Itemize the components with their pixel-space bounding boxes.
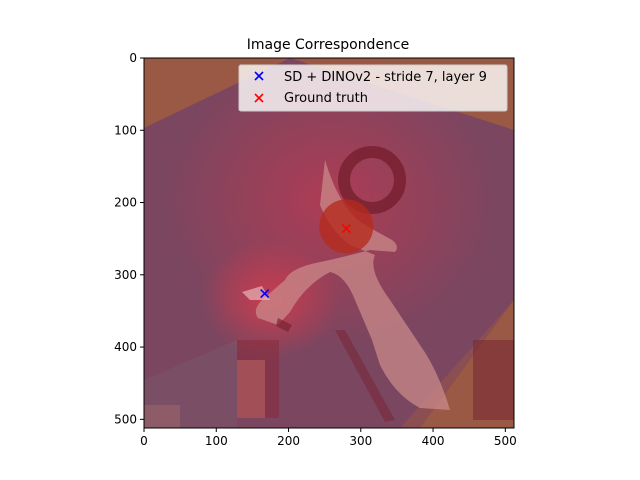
prediction-point (260, 289, 270, 299)
x-tick-label: 0 (140, 434, 148, 448)
y-tick-label: 400 (114, 340, 137, 354)
y-axis: 0 100 200 300 400 500 (114, 51, 144, 426)
plot-frame (143, 57, 515, 429)
x-tick-label: 500 (494, 434, 517, 448)
legend-label-ground-truth: Ground truth (284, 91, 368, 106)
data-points (260, 223, 351, 299)
x-tick-label: 200 (277, 434, 300, 448)
legend-marker-ground-truth (254, 93, 264, 103)
legend-label-prediction: SD + DINOv2 - stride 7, layer 9 (284, 70, 487, 85)
x-tick-label: 300 (349, 434, 372, 448)
y-tick-label: 200 (114, 196, 137, 210)
chart-title: Image Correspondence (247, 37, 410, 53)
y-tick-label: 100 (114, 123, 137, 137)
ground-truth-point (341, 223, 351, 234)
legend: SD + DINOv2 - stride 7, layer 9 Ground t… (238, 64, 508, 112)
x-tick-label: 400 (422, 434, 445, 448)
y-tick-label: 0 (129, 51, 137, 65)
highlight-circle (319, 199, 374, 254)
y-tick-label: 300 (114, 268, 137, 282)
x-axis: 0 100 200 300 400 500 (140, 428, 517, 448)
x-tick-label: 100 (205, 434, 228, 448)
legend-marker-prediction (254, 71, 264, 81)
y-tick-label: 500 (114, 412, 137, 426)
